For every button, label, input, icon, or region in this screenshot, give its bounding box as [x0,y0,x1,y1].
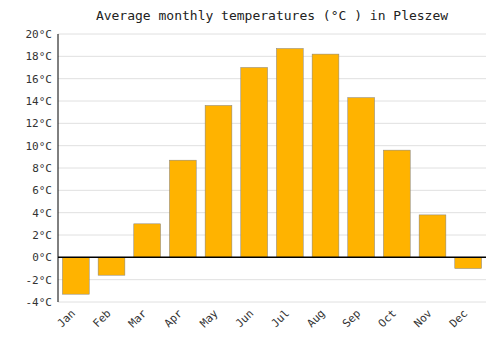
y-tick-label: 6°C [32,184,52,197]
y-tick-label: 20°C [26,28,53,41]
grid-line [58,212,486,213]
x-tick-label: Jul [269,307,292,330]
bar [348,98,375,258]
bar [419,215,446,257]
bar [241,68,268,258]
y-tick-label: 10°C [26,140,53,153]
y-axis-line [58,34,59,302]
grid-line [58,257,486,258]
bar [205,105,232,257]
y-tick-label: -4°C [26,296,53,309]
chart: Average monthly temperatures (°C ) in Pl… [0,0,500,350]
grid-line [58,78,486,79]
x-tick-label: Sep [340,307,363,330]
bar [62,257,89,294]
y-tick-label: 14°C [26,95,53,108]
y-tick-label: 12°C [26,117,53,130]
grid [58,34,486,302]
x-tick-label: Jan [55,307,78,330]
grid-line [58,145,486,146]
grid-line [58,190,486,191]
x-tick-label: Mar [126,307,150,331]
bar [169,160,196,257]
x-tick-label: Nov [411,307,435,331]
x-tick-label: Oct [376,307,399,330]
bar [312,54,339,257]
y-tick-label: 8°C [32,162,52,175]
x-tick-label: Dec [447,307,470,330]
bar [383,150,410,257]
x-tick-label: May [197,307,221,331]
y-tick-label: 2°C [32,229,52,242]
grid-line [58,168,486,169]
title: Average monthly temperatures (°C ) in Pl… [96,8,448,23]
grid-line [58,101,486,102]
y-tick-label: -2°C [26,274,53,287]
grid-line [58,279,486,280]
x-tick-label: Feb [90,307,113,330]
bar [134,224,161,257]
bar [98,257,125,275]
grid-line [58,34,486,35]
y-tick-label: 0°C [32,251,52,264]
y-tick-label: 18°C [26,50,53,63]
grid-line [58,302,486,303]
y-tick-label: 4°C [32,207,52,220]
x-tick-label: Aug [304,307,327,330]
x-tick-label: Apr [162,307,186,331]
x-tick-label: Jun [233,307,256,330]
grid-line [58,56,486,57]
bar [455,257,482,268]
chart-container: Average monthly temperatures (°C ) in Pl… [0,0,500,350]
y-tick-label: 16°C [26,73,53,86]
bar [276,49,303,258]
grid-line [58,123,486,124]
zero-line [58,257,486,259]
